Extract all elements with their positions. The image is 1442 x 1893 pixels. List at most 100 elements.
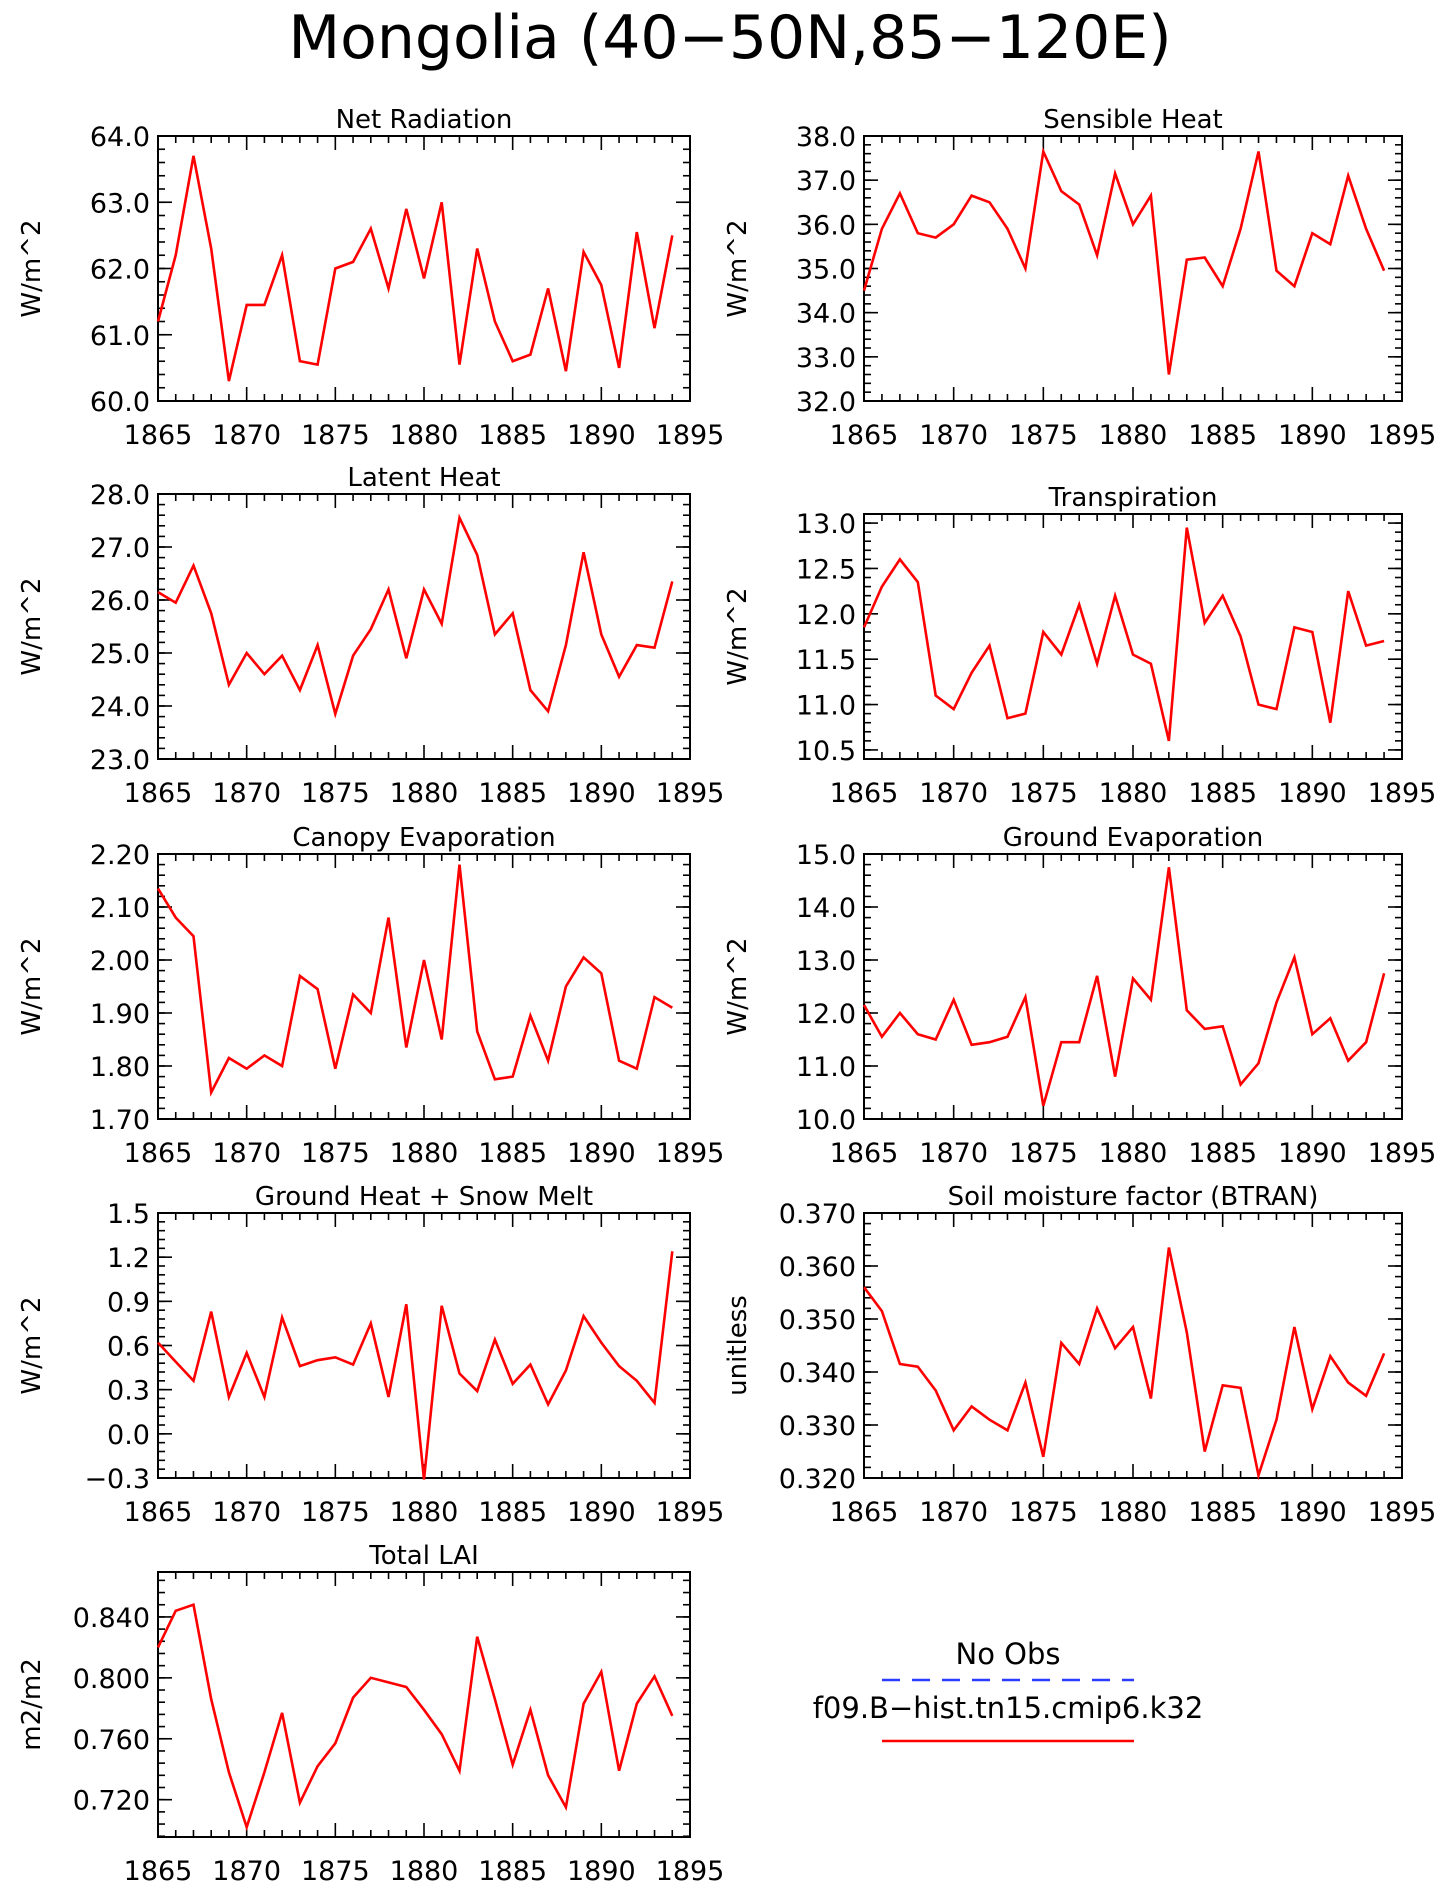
legend-model-label: f09.B−hist.tn15.cmip6.k32: [813, 1691, 1204, 1725]
y-tick-label: 1.80: [90, 1052, 150, 1083]
x-tick-label: 1870: [919, 1138, 988, 1169]
x-tick-label: 1875: [1009, 1138, 1078, 1169]
x-tick-label: 1870: [919, 1497, 988, 1528]
y-tick-label: 1.90: [90, 999, 150, 1030]
panel-title: Ground Heat + Snow Melt: [255, 1182, 593, 1212]
x-tick-label: 1885: [1188, 1138, 1257, 1169]
x-tick-label: 1875: [301, 1497, 370, 1528]
y-tick-label: 0.760: [73, 1725, 150, 1756]
x-tick-label: 1895: [656, 420, 725, 451]
y-tick-label: 0.360: [779, 1252, 856, 1283]
y-tick-label: 13.0: [796, 946, 856, 977]
y-tick-label: 33.0: [796, 343, 856, 374]
y-tick-label: 15.0: [796, 840, 856, 871]
y-tick-label: 10.5: [796, 736, 856, 767]
x-tick-label: 1880: [390, 1138, 459, 1169]
y-tick-label: 11.0: [796, 691, 856, 722]
y-tick-label: 2.20: [90, 840, 150, 871]
y-tick-label: 0.320: [779, 1464, 856, 1495]
x-tick-label: 1890: [1278, 1497, 1347, 1528]
x-tick-label: 1895: [656, 1138, 725, 1169]
x-tick-label: 1875: [301, 778, 370, 809]
y-tick-label: 64.0: [90, 122, 150, 153]
x-tick-label: 1885: [1188, 778, 1257, 809]
x-tick-label: 1870: [919, 778, 988, 809]
y-tick-label: 28.0: [90, 480, 150, 511]
y-tick-label: 12.0: [796, 999, 856, 1030]
y-tick-label: 34.0: [796, 299, 856, 330]
x-tick-label: 1865: [124, 1497, 193, 1528]
chart-panel-4: 1865 1870 1875 1880 1885 1890 1895 10.5 11.0 11.5…: [723, 483, 1436, 809]
y-axis-label: W/m^2: [723, 937, 753, 1035]
y-tick-label: −0.3: [84, 1464, 150, 1495]
y-tick-label: 25.0: [90, 639, 150, 670]
y-tick-label: 0.340: [779, 1358, 856, 1389]
y-tick-label: 36.0: [796, 210, 856, 241]
panels-group: 1865 1870 1875 1880 1885 1890 1895 60.0 61.0 62.0…: [17, 105, 1436, 1887]
x-tick-label: 1880: [1099, 1497, 1168, 1528]
x-tick-label: 1880: [390, 778, 459, 809]
x-tick-label: 1870: [212, 1138, 281, 1169]
y-tick-label: 2.10: [90, 893, 150, 924]
y-tick-label: 10.0: [796, 1105, 856, 1136]
x-tick-label: 1880: [390, 1497, 459, 1528]
panel-title: Canopy Evaporation: [292, 823, 555, 853]
x-tick-label: 1875: [1009, 1497, 1078, 1528]
x-tick-label: 1875: [301, 420, 370, 451]
y-tick-label: 0.330: [779, 1411, 856, 1442]
x-tick-label: 1885: [478, 1138, 547, 1169]
y-axis-label: W/m^2: [17, 1296, 47, 1394]
x-tick-label: 1890: [567, 1856, 636, 1887]
x-tick-label: 1880: [1099, 778, 1168, 809]
y-tick-label: 2.00: [90, 946, 150, 977]
chart-panel-9: 1865 1870 1875 1880 1885 1890 1895 0.720 0.760 0.…: [17, 1541, 724, 1887]
series-line: [157, 1251, 674, 1480]
y-tick-label: 60.0: [90, 387, 150, 418]
y-tick-label: 14.0: [796, 893, 856, 924]
y-tick-label: 0.840: [73, 1603, 150, 1634]
x-tick-label: 1895: [1368, 1497, 1437, 1528]
x-tick-label: 1890: [1278, 778, 1347, 809]
y-tick-label: 1.5: [107, 1199, 150, 1230]
y-axis-label: W/m^2: [17, 219, 47, 317]
series-line: [862, 146, 1386, 375]
x-tick-label: 1895: [656, 1497, 725, 1528]
y-tick-label: 11.0: [796, 1052, 856, 1083]
x-tick-label: 1875: [1009, 778, 1078, 809]
x-tick-label: 1890: [567, 1138, 636, 1169]
x-tick-label: 1885: [478, 420, 547, 451]
x-tick-label: 1875: [301, 1856, 370, 1887]
x-tick-label: 1870: [212, 778, 281, 809]
x-tick-label: 1865: [124, 778, 193, 809]
series-line: [862, 527, 1385, 742]
y-tick-label: 1.2: [107, 1243, 150, 1274]
y-tick-label: 13.0: [796, 509, 856, 540]
y-tick-label: 0.6: [107, 1332, 150, 1363]
x-tick-label: 1890: [1278, 1138, 1347, 1169]
y-tick-label: 23.0: [90, 745, 150, 776]
y-tick-label: 32.0: [796, 387, 856, 418]
legend-obs-label: No Obs: [956, 1637, 1061, 1671]
x-tick-label: 1880: [390, 420, 459, 451]
y-tick-label: 0.350: [779, 1305, 856, 1336]
x-tick-label: 1895: [1368, 778, 1437, 809]
y-tick-label: 0.0: [107, 1420, 150, 1451]
x-tick-label: 1885: [478, 778, 547, 809]
y-tick-label: 26.0: [90, 586, 150, 617]
x-tick-label: 1870: [212, 1497, 281, 1528]
y-tick-label: 61.0: [90, 321, 150, 352]
y-tick-label: 0.720: [73, 1786, 150, 1817]
x-tick-label: 1870: [212, 1856, 281, 1887]
x-tick-label: 1865: [124, 1138, 193, 1169]
x-tick-label: 1880: [1099, 1138, 1168, 1169]
y-tick-label: 12.0: [796, 600, 856, 631]
x-tick-label: 1885: [478, 1856, 547, 1887]
y-axis-label: W/m^2: [17, 937, 47, 1035]
x-tick-label: 1890: [567, 420, 636, 451]
series-line: [862, 867, 1386, 1107]
y-axis-label: W/m^2: [17, 577, 47, 675]
x-tick-label: 1865: [830, 1138, 899, 1169]
panel-title: Total LAI: [368, 1541, 479, 1571]
